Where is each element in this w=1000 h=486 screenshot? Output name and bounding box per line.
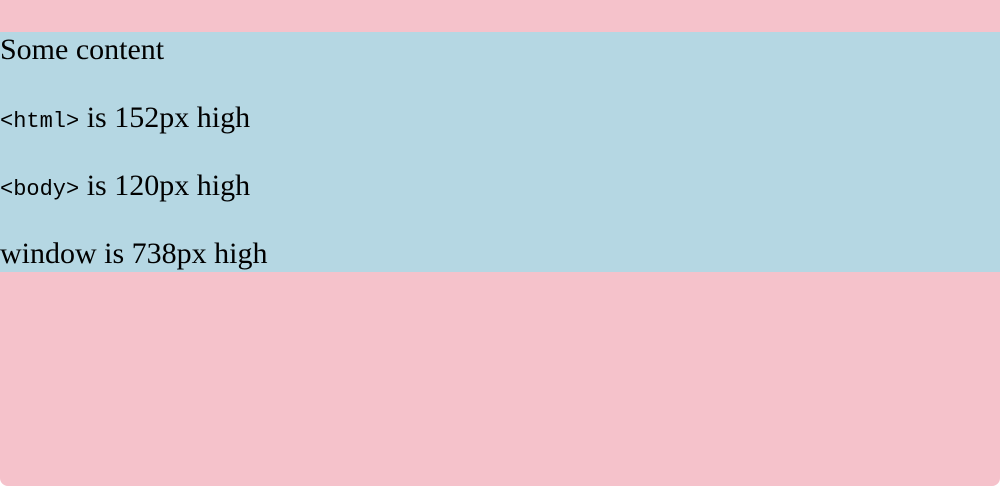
some-content-text: Some content	[0, 33, 165, 66]
content-block: Some content <html> is 152px high <body>…	[0, 32, 1000, 272]
html-height-line: <html> is 152px high	[0, 101, 250, 139]
html-tag-code: <html>	[0, 109, 80, 134]
window-height-text: window is 738px high	[0, 237, 268, 270]
body-height-text: is 120px high	[79, 169, 251, 202]
body-tag-code: <body>	[0, 177, 80, 202]
body-height-line: <body> is 120px high	[0, 169, 250, 207]
html-height-text: is 152px high	[79, 101, 251, 134]
